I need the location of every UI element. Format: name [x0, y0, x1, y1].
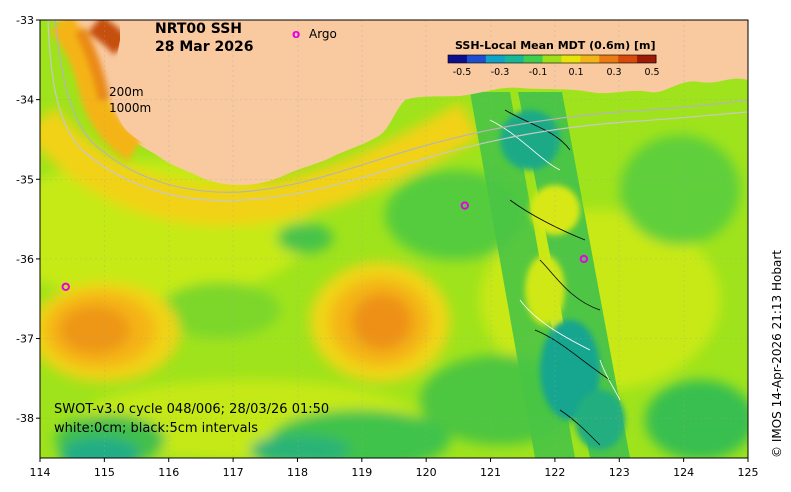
depth-label-200m: 200m: [109, 85, 144, 99]
colorbar-swatch: [599, 55, 619, 63]
x-tick-label: 115: [94, 466, 115, 479]
argo-legend-marker: o: [292, 27, 300, 41]
colorbar-tick-label: 0.1: [568, 67, 583, 78]
colorbar-swatch: [466, 55, 487, 63]
x-tick-label: 124: [673, 466, 694, 479]
x-tick-label: 121: [480, 466, 501, 479]
x-tick-label: 119: [351, 466, 372, 479]
swot-swaths: [470, 92, 630, 458]
y-tick-label: -38: [16, 412, 34, 425]
argo-floats: [61, 201, 589, 291]
colorbar-title: SSH-Local Mean MDT (0.6m) [m]: [455, 39, 655, 52]
colorbar: SSH-Local Mean MDT (0.6m) [m] -0.5 -0.3 -0…: [447, 39, 660, 78]
y-tick-label: -36: [16, 253, 34, 266]
x-tick-label: 123: [609, 466, 630, 479]
argo-float-marker: [460, 201, 469, 210]
y-tick-label: -35: [16, 173, 34, 186]
isobath-1000m: [47, 20, 748, 202]
swot-note-line2: white:0cm; black:5cm intervals: [54, 421, 258, 436]
colorbar-swatch: [618, 55, 638, 63]
colorbar-frame: [447, 54, 657, 64]
plot-frame: [39, 19, 749, 459]
colorbar-swatch: [580, 55, 600, 63]
colorbar-swatches: [447, 54, 657, 64]
gridlines: [40, 20, 748, 458]
colorbar-swatch: [542, 55, 562, 63]
x-tick-label: 122: [544, 466, 565, 479]
title-line1: NRT00 SSH: [155, 21, 242, 37]
credit-text: © IMOS 14-Apr-2026 21:13 Hobart: [770, 250, 784, 458]
colorbar-tick-label: -0.5: [453, 67, 472, 78]
depth-label-1000m: 1000m: [109, 101, 151, 115]
ssh-field: [40, 102, 748, 458]
x-tick-label: 120: [416, 466, 437, 479]
colorbar-swatch: [523, 55, 544, 63]
colorbar-tick-label: -0.1: [529, 67, 548, 78]
colorbar-swatch: [637, 55, 657, 63]
colorbar-ticks: -0.5 -0.3 -0.1 0.1 0.3 0.5: [453, 67, 660, 78]
colorbar-tick-label: -0.3: [491, 67, 510, 78]
argo-float-marker: [579, 254, 589, 264]
colorbar-tick-label: 0.3: [606, 67, 621, 78]
y-axis-ticks: -33 -34 -35 -36 -37 -38: [16, 14, 40, 425]
argo-legend-label: Argo: [309, 27, 337, 41]
colorbar-tick-label: 0.5: [644, 67, 659, 78]
colorbar-swatch: [504, 55, 525, 63]
x-tick-label: 114: [30, 466, 51, 479]
y-tick-label: -33: [16, 14, 34, 27]
x-tick-label: 117: [223, 466, 244, 479]
isobath-200m: [54, 20, 748, 193]
colorbar-swatch: [561, 55, 581, 63]
x-axis-ticks: 114 115 116 117 118 119 120 121 122 123 124 125: [30, 458, 759, 479]
x-tick-label: 125: [738, 466, 759, 479]
title-line2: 28 Mar 2026: [155, 39, 253, 55]
x-tick-label: 116: [158, 466, 179, 479]
argo-float-marker: [61, 282, 70, 291]
y-tick-label: -37: [16, 333, 34, 346]
x-tick-label: 118: [287, 466, 308, 479]
colorbar-swatch: [448, 55, 468, 63]
swot-note-line1: SWOT-v3.0 cycle 048/006; 28/03/26 01:50: [54, 402, 329, 417]
y-tick-label: -34: [16, 94, 34, 107]
colorbar-swatch: [485, 55, 506, 63]
